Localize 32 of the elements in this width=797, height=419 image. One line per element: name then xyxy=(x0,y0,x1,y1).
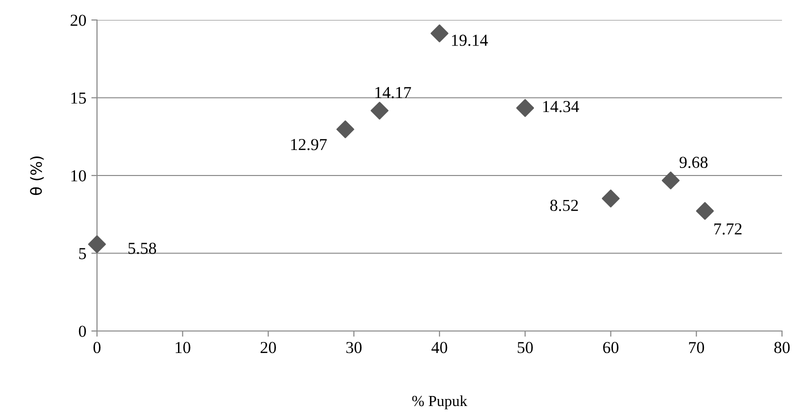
x-tick-label: 50 xyxy=(518,342,533,354)
x-tick-label: 20 xyxy=(260,342,276,354)
data-label: 14.17 xyxy=(375,86,412,98)
point xyxy=(336,120,354,138)
y-tick-label: 10 xyxy=(71,170,86,182)
point xyxy=(602,190,620,208)
data-label: 14.34 xyxy=(543,100,580,112)
data-label: 9.68 xyxy=(680,156,708,168)
x-tick-label: 10 xyxy=(176,342,190,354)
x-tick-label: 30 xyxy=(346,342,362,354)
data-label: 5.58 xyxy=(128,242,156,254)
data-label: 7.72 xyxy=(714,223,742,235)
x-tick-label: 70 xyxy=(689,342,704,354)
point xyxy=(88,235,106,254)
point xyxy=(430,24,448,42)
y-tick-label: 0 xyxy=(78,326,86,337)
y-axis-title: θ (%) xyxy=(30,156,44,195)
x-tick-label: 80 xyxy=(774,342,790,354)
x-tick-label: 60 xyxy=(603,342,618,354)
data-label: 12.97 xyxy=(291,138,327,150)
y-tick-label: 15 xyxy=(71,92,86,104)
data-label: 8.52 xyxy=(550,200,578,212)
x-tick-label: 40 xyxy=(431,342,448,354)
data-label: 19.14 xyxy=(452,34,488,46)
point xyxy=(696,202,714,220)
point xyxy=(516,99,534,117)
x-axis-title: % Pupuk xyxy=(412,395,468,410)
y-tick-label: 5 xyxy=(79,248,86,260)
x-tick-label: 0 xyxy=(93,342,101,354)
point xyxy=(662,172,680,190)
point xyxy=(370,102,388,120)
y-tick-label: 20 xyxy=(70,14,86,26)
